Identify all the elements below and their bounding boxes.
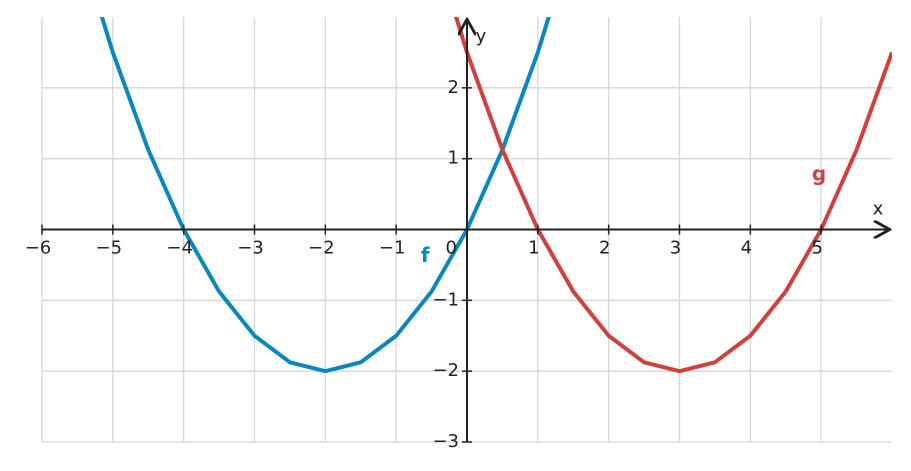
y-tick-label: 1 <box>448 148 459 169</box>
x-tick-label: −6 <box>25 238 52 259</box>
y-tick-label: −2 <box>432 360 459 381</box>
x-tick-label: −1 <box>379 238 406 259</box>
x-tick-label: 4 <box>741 238 752 259</box>
axes: −6 −5 −4 −3 −2 −1 0 1 2 3 4 5 −3 −2 −1 1 2 x y f g <box>25 21 888 452</box>
y-tick-label: −3 <box>432 431 459 452</box>
curve-label: f <box>421 243 430 267</box>
x-tick-label: 3 <box>670 238 681 259</box>
x-axis-label: x <box>873 199 884 220</box>
x-tick-label: 0 <box>446 238 457 259</box>
y-tick-label: 2 <box>448 77 459 98</box>
x-tick-label: 2 <box>599 238 610 259</box>
curve-label: g <box>812 161 826 185</box>
x-tick-label: 5 <box>811 238 822 259</box>
x-tick-label: −5 <box>96 238 123 259</box>
y-tick-label: −1 <box>432 289 459 310</box>
x-tick-label: −3 <box>237 238 264 259</box>
x-tick-label: 1 <box>528 238 539 259</box>
x-tick-label: −4 <box>166 238 193 259</box>
y-axis-label: y <box>476 26 487 47</box>
x-tick-label: −2 <box>308 238 335 259</box>
